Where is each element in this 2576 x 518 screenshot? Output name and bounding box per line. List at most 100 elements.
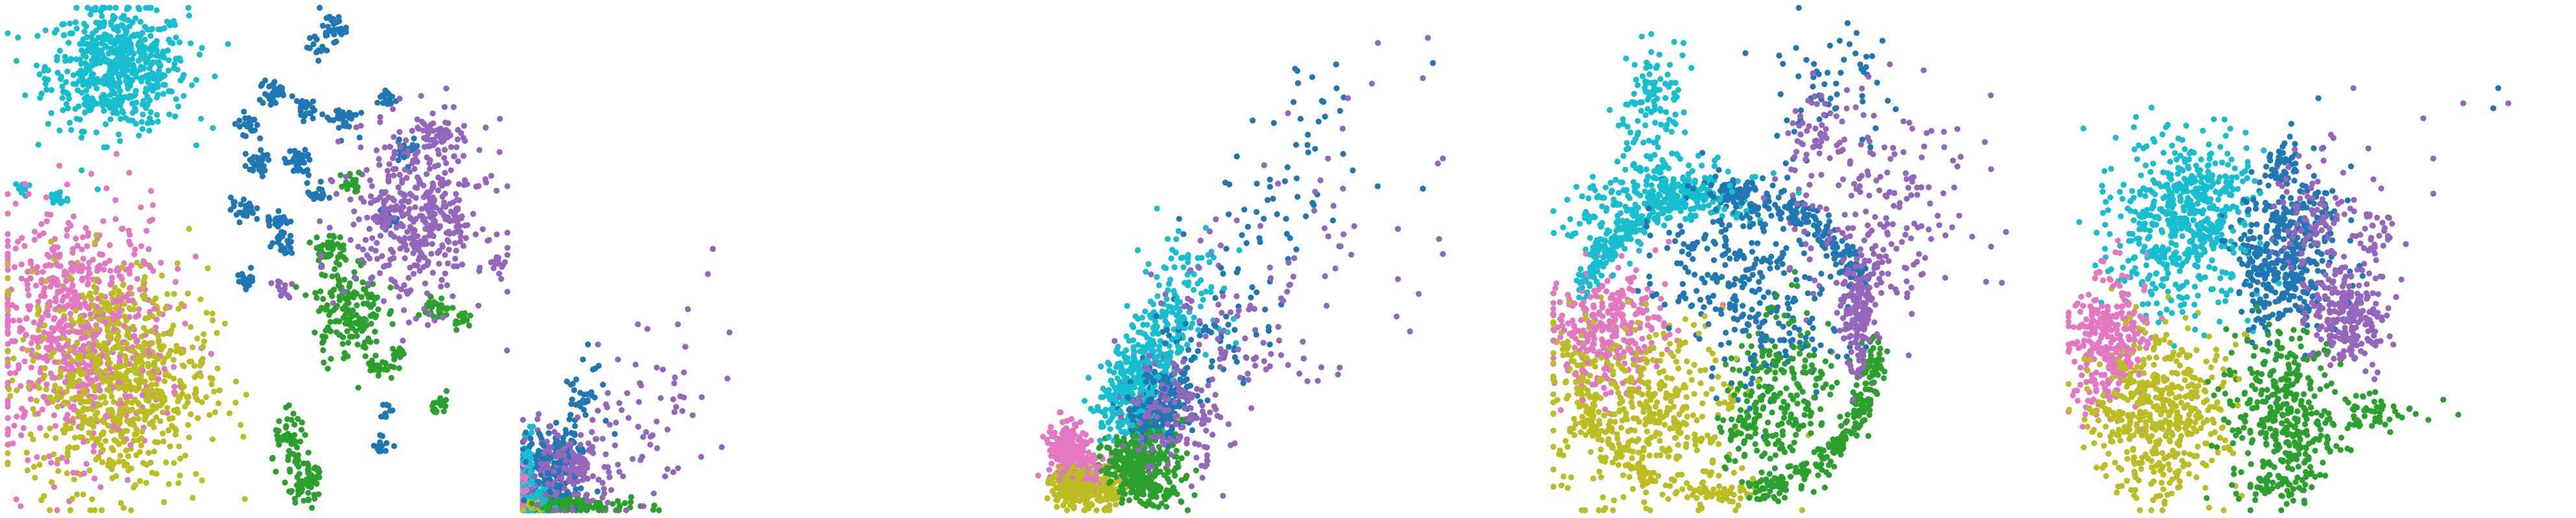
scatter-point-class-3 [34, 454, 40, 460]
scatter-point-class-1 [441, 305, 448, 312]
scatter-point-class-5 [90, 60, 97, 66]
scatter-point-class-2 [365, 280, 371, 287]
scatter-point-class-2 [420, 241, 428, 247]
scatter-point-class-2 [359, 256, 365, 264]
scatter-point-class-0 [582, 412, 589, 418]
scatter-point-class-2 [417, 267, 423, 274]
scatter-point-class-4 [215, 400, 222, 406]
scatter-point-class-3 [79, 275, 86, 282]
scatter-point-class-4 [99, 507, 105, 513]
scatter-point-class-3 [86, 305, 92, 312]
scatter-point-class-3 [80, 381, 86, 388]
scatter-point-class-2 [422, 280, 428, 287]
scatter-point-class-4 [73, 444, 80, 450]
scatter-point-class-2 [689, 412, 696, 419]
scatter-point-class-3 [47, 275, 54, 282]
scatter-point-class-2 [429, 241, 435, 247]
scatter-point-class-3 [36, 322, 43, 328]
scatter-point-class-4 [164, 404, 171, 411]
scatter-point-class-2 [391, 149, 398, 155]
scatter-point-class-3 [46, 302, 53, 309]
scatter-point-class-4 [126, 378, 132, 385]
scatter-point-class-3 [52, 359, 58, 365]
scatter-point-class-4 [93, 232, 100, 238]
scatter-point-class-0 [304, 167, 310, 174]
scatter-point-class-2 [681, 369, 687, 376]
scatter-point-class-0 [243, 278, 249, 285]
scatter-point-class-3 [5, 363, 11, 369]
scatter-point-class-5 [45, 121, 51, 127]
scatter-point-class-2 [453, 191, 459, 197]
scatter-point-class-3 [67, 310, 74, 317]
scatter-point-class-2 [383, 197, 389, 204]
scatter-point-class-5 [117, 138, 123, 144]
scatter-point-class-4 [86, 430, 92, 436]
scatter-point-class-4 [132, 369, 139, 376]
scatter-point-class-1 [350, 177, 356, 184]
scatter-point-class-5 [48, 110, 55, 116]
scatter-point-class-4 [133, 452, 140, 459]
scatter-point-class-4 [139, 428, 145, 435]
scatter-point-class-5 [88, 41, 94, 47]
scatter-point-class-5 [138, 55, 145, 61]
scatter-point-class-3 [208, 351, 215, 357]
scatter-point-class-4 [41, 493, 47, 499]
scatter-point-class-1 [304, 460, 311, 467]
scatter-point-class-5 [115, 131, 122, 138]
scatter-point-class-4 [149, 469, 155, 476]
scatter-point-class-3 [82, 300, 88, 306]
scatter-point-class-5 [156, 53, 162, 59]
scatter-point-class-5 [528, 493, 534, 500]
scatter-point-class-2 [384, 167, 391, 174]
scatter-point-class-4 [104, 328, 111, 334]
scatter-point-class-1 [343, 179, 350, 186]
scatter-point-class-0 [584, 398, 590, 405]
scatter-point-class-3 [37, 425, 43, 431]
scatter-point-class-2 [574, 414, 581, 421]
scatter-point-class-1 [344, 328, 350, 334]
scatter-point-class-2 [386, 161, 393, 167]
scatter-point-class-0 [306, 101, 312, 108]
scatter-point-class-0 [310, 98, 317, 105]
scatter-point-class-0 [555, 469, 562, 475]
scatter-point-class-4 [24, 347, 30, 354]
scatter-point-class-4 [203, 394, 210, 401]
scatter-point-class-5 [154, 118, 161, 125]
scatter-point-class-3 [69, 266, 76, 273]
scatter-point-class-1 [341, 254, 347, 260]
scatter-point-class-0 [251, 127, 258, 134]
scatter-point-class-4 [173, 431, 179, 438]
scatter-point-class-1 [433, 409, 439, 415]
scatter-point-class-1 [354, 302, 360, 308]
scatter-point-class-1 [315, 491, 322, 498]
scatter-point-class-1 [298, 419, 305, 426]
scatter-point-class-2 [363, 167, 370, 173]
scatter-point-class-0 [356, 134, 363, 141]
scatter-point-class-3 [9, 302, 16, 308]
scatter-point-class-0 [317, 5, 323, 11]
scatter-point-class-2 [454, 206, 461, 213]
scatter-point-class-3 [106, 258, 113, 264]
scatter-point-class-1 [349, 325, 356, 331]
scatter-point-class-1 [319, 271, 325, 278]
scatter-point-class-3 [47, 212, 54, 218]
scatter-point-class-2 [391, 215, 398, 221]
scatter-point-class-4 [35, 344, 42, 351]
scatter-point-class-4 [97, 309, 104, 315]
scatter-point-class-3 [51, 336, 57, 342]
scatter-point-class-4 [110, 346, 116, 352]
scatter-point-class-5 [84, 102, 91, 108]
scatter-point-class-4 [180, 362, 186, 369]
scatter-point-class-4 [116, 385, 123, 391]
scatter-point-class-0 [389, 93, 396, 100]
scatter-point-class-0 [289, 93, 295, 99]
scatter-point-class-2 [420, 264, 427, 270]
scatter-point-class-2 [460, 243, 467, 249]
scatter-point-class-2 [616, 469, 623, 475]
scatter-point-class-5 [68, 127, 75, 133]
scatter-point-class-2 [496, 149, 503, 155]
scatter-point-class-5 [147, 32, 154, 40]
scatter-point-class-3 [5, 256, 11, 262]
scatter-point-class-1 [319, 333, 326, 339]
scatter-point-class-3 [138, 204, 144, 210]
